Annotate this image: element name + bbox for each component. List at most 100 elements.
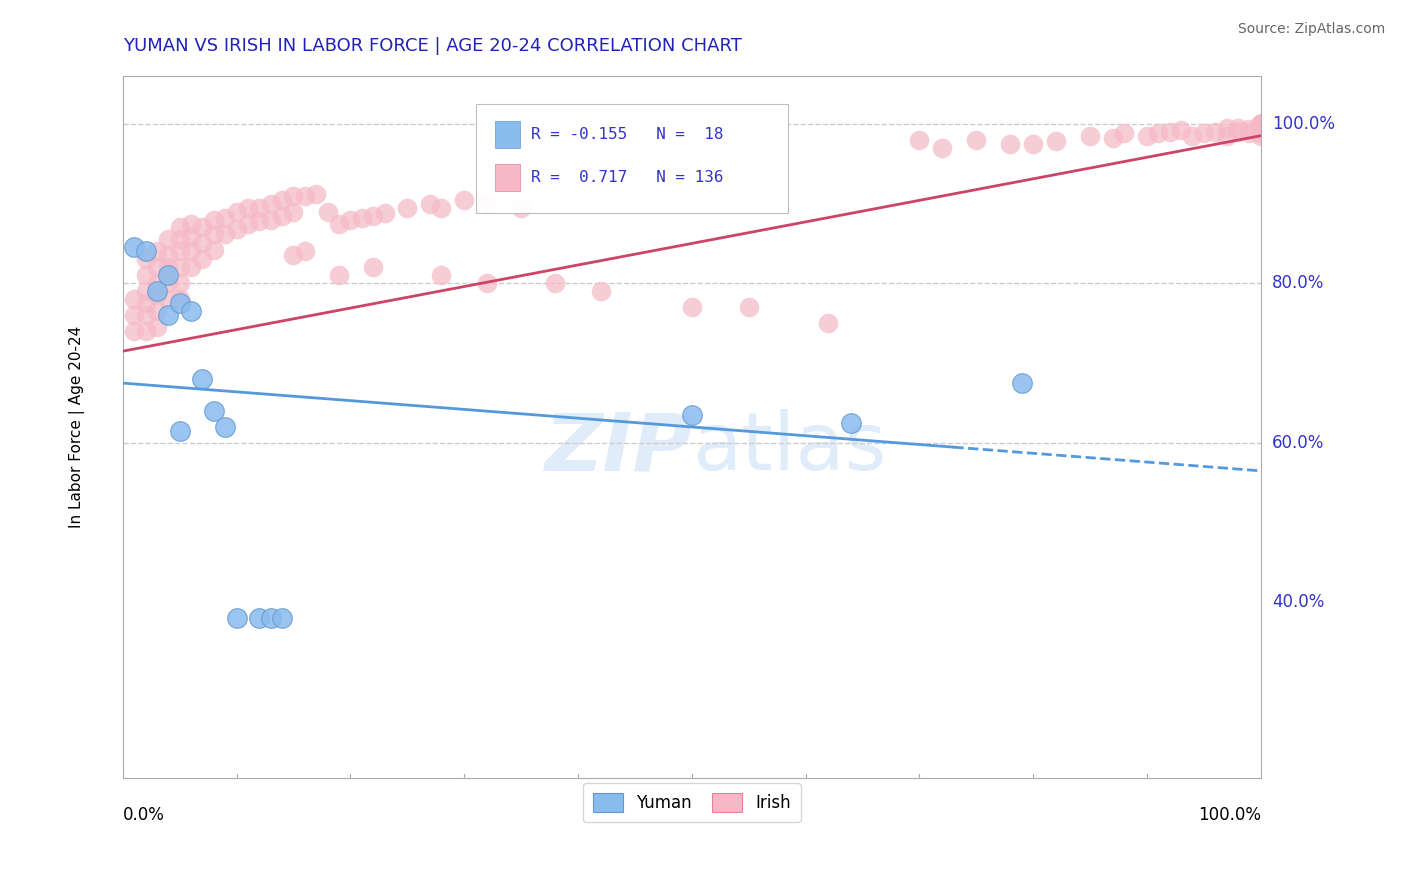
Point [1250, 117, 1272, 131]
Text: 0.0%: 0.0% [122, 806, 165, 824]
Text: 60.0%: 60.0% [1272, 434, 1324, 452]
Point [1011, 376, 1033, 390]
Point [1078, 128, 1101, 143]
Point [1250, 117, 1272, 131]
Point [122, 308, 145, 322]
Point [1250, 117, 1272, 131]
Point [1250, 117, 1272, 131]
Text: 100.0%: 100.0% [1272, 115, 1334, 133]
Point [1239, 122, 1261, 136]
Point [157, 248, 180, 262]
Point [191, 220, 214, 235]
Point [1250, 128, 1272, 143]
Point [430, 201, 453, 215]
Point [225, 222, 247, 236]
Bar [495, 120, 520, 147]
Point [180, 260, 202, 275]
Point [157, 308, 180, 322]
Text: ZIP: ZIP [544, 409, 692, 487]
Point [1250, 117, 1272, 131]
Point [1250, 117, 1272, 131]
Point [247, 611, 270, 625]
Point [316, 204, 339, 219]
Point [122, 240, 145, 254]
Point [1250, 117, 1272, 131]
Point [157, 260, 180, 275]
Point [908, 133, 931, 147]
Point [1250, 117, 1272, 131]
Point [169, 260, 191, 275]
Point [350, 211, 373, 225]
Point [135, 244, 157, 259]
Point [202, 404, 225, 418]
Point [122, 293, 145, 307]
Point [1226, 120, 1249, 135]
Point [271, 209, 294, 223]
Point [1250, 123, 1272, 137]
Point [180, 217, 202, 231]
Point [1181, 128, 1204, 143]
Point [180, 230, 202, 244]
Point [737, 300, 759, 314]
Point [146, 285, 169, 299]
Point [589, 285, 612, 299]
Point [122, 324, 145, 338]
Point [475, 277, 498, 291]
Point [146, 304, 169, 318]
Point [544, 277, 567, 291]
Point [283, 188, 305, 202]
Point [1250, 117, 1272, 131]
Point [247, 214, 270, 228]
Point [1215, 120, 1237, 135]
Point [191, 236, 214, 251]
Point [430, 268, 453, 283]
Point [1226, 125, 1249, 139]
Point [146, 244, 169, 259]
Point [1159, 125, 1181, 139]
Point [169, 293, 191, 307]
Point [305, 186, 328, 201]
Point [1045, 134, 1067, 148]
Point [157, 293, 180, 307]
Point [1250, 117, 1272, 131]
Point [681, 300, 703, 314]
Point [169, 296, 191, 310]
Point [146, 288, 169, 302]
Text: 100.0%: 100.0% [1198, 806, 1261, 824]
Point [373, 206, 395, 220]
Point [135, 285, 157, 299]
Point [1250, 117, 1272, 131]
Point [1192, 126, 1215, 140]
Point [1170, 123, 1192, 137]
Point [169, 220, 191, 235]
Point [419, 196, 441, 211]
Point [681, 408, 703, 422]
Point [135, 268, 157, 283]
Point [453, 193, 475, 207]
Point [271, 193, 294, 207]
Point [180, 244, 202, 259]
Point [214, 211, 236, 225]
Point [157, 232, 180, 246]
Point [1250, 117, 1272, 131]
Point [1250, 117, 1272, 131]
Point [1250, 117, 1272, 131]
Point [475, 196, 498, 211]
Text: In Labor Force | Age 20-24: In Labor Force | Age 20-24 [69, 326, 86, 528]
Point [146, 277, 169, 291]
Point [361, 209, 384, 223]
Point [225, 204, 247, 219]
Point [157, 268, 180, 283]
Point [1250, 117, 1272, 131]
Point [180, 304, 202, 318]
Point [1250, 117, 1272, 131]
Point [157, 277, 180, 291]
Point [1147, 126, 1170, 140]
Point [135, 252, 157, 267]
Point [1215, 128, 1237, 143]
Point [191, 372, 214, 386]
Point [260, 611, 283, 625]
Point [1250, 117, 1272, 131]
Point [146, 320, 169, 334]
Point [260, 212, 283, 227]
